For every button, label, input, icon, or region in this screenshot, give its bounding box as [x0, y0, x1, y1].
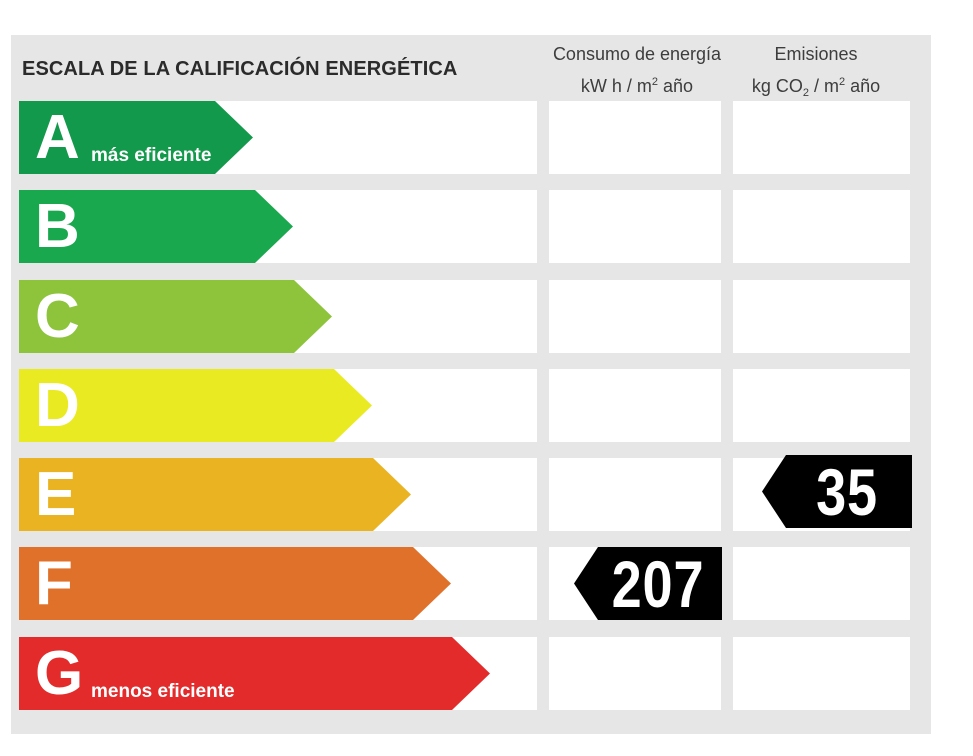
- emissions-header-label: Emisiones: [774, 44, 858, 64]
- class-letter-f: F: [35, 549, 73, 618]
- class-sublabel-g: menos eficiente: [91, 681, 235, 702]
- energy-cell-b: [549, 190, 721, 263]
- energy-header-unit: kW h / m2 año: [580, 76, 694, 96]
- class-arrow-shape-b: [19, 190, 293, 263]
- emissions-cell-c: [733, 280, 910, 353]
- class-sublabel-a: más eficiente: [91, 145, 212, 166]
- class-arrow-f: F: [19, 547, 451, 620]
- class-arrow-polygon-e: [19, 458, 411, 531]
- energy-cell-e: [549, 458, 721, 531]
- class-arrow-polygon-d: [19, 369, 372, 442]
- energy-cell-a: [549, 101, 721, 174]
- energy-rating-marker-polygon: [574, 547, 722, 620]
- class-arrow-c: C: [19, 280, 332, 353]
- emissions-cell-b: [733, 190, 910, 263]
- emissions-cell-a: [733, 101, 910, 174]
- emissions-rating-marker-shape: [762, 455, 912, 528]
- emissions-rating-marker-polygon: [762, 455, 912, 528]
- class-letter-a: A: [35, 103, 80, 172]
- emissions-cell-f: [733, 547, 910, 620]
- class-letter-d: D: [35, 371, 80, 440]
- energy-cell-c: [549, 280, 721, 353]
- class-arrow-shape-c: [19, 280, 332, 353]
- class-arrow-d: D: [19, 369, 372, 442]
- class-arrow-polygon-g: [19, 637, 490, 710]
- class-arrow-e: E: [19, 458, 411, 531]
- class-arrow-shape-g: [19, 637, 490, 710]
- class-arrow-b: B: [19, 190, 293, 263]
- class-arrow-polygon-c: [19, 280, 332, 353]
- energy-rating-marker: 207: [574, 547, 722, 621]
- emissions-column-header: Emisiones kg CO2 / m2 año: [730, 40, 902, 107]
- energy-header-label: Consumo de energía: [552, 44, 722, 64]
- scale-title: ESCALA DE LA CALIFICACIÓN ENERGÉTICA: [22, 58, 458, 80]
- class-arrow-shape-f: [19, 547, 451, 620]
- emissions-rating-value: 35: [816, 455, 878, 529]
- energy-rating-value: 207: [611, 547, 705, 621]
- emissions-cell-g: [733, 637, 910, 710]
- emissions-rating-marker: 35: [762, 455, 912, 529]
- energy-cell-g: [549, 637, 721, 710]
- class-arrow-polygon-a: [19, 101, 253, 174]
- class-letter-e: E: [35, 460, 77, 529]
- class-arrow-shape-d: [19, 369, 372, 442]
- class-letter-c: C: [35, 282, 80, 351]
- energy-column-header: Consumo de energía kW h / m2 año: [542, 40, 732, 100]
- emissions-cell-d: [733, 369, 910, 442]
- class-arrow-polygon-f: [19, 547, 451, 620]
- energy-cell-d: [549, 369, 721, 442]
- class-arrow-shape-a: [19, 101, 253, 174]
- class-arrow-polygon-b: [19, 190, 293, 263]
- emissions-header-unit: kg CO2 / m2 año: [751, 76, 881, 99]
- energy-rating-marker-shape: [574, 547, 722, 620]
- class-letter-b: B: [35, 192, 80, 261]
- class-letter-g: G: [35, 639, 84, 708]
- class-arrow-shape-e: [19, 458, 411, 531]
